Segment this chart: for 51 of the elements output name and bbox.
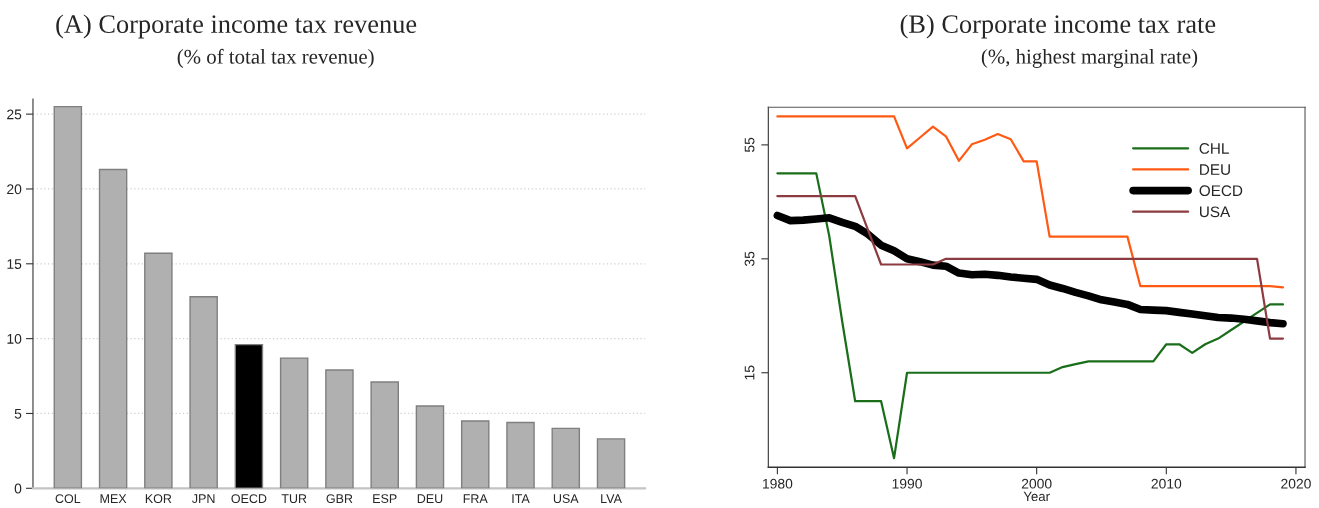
x-tick-label: 1990 [892,478,922,489]
y-tick-label: 25 [7,109,22,120]
bar [144,252,173,489]
legend-label: OECD [1199,185,1243,197]
bar [415,405,445,489]
legend-label: DEU [1200,164,1230,175]
x-tick-label: DEU [417,494,443,504]
y-tick-label: 10 [7,333,22,344]
x-tick-label: GBR [326,494,353,504]
bar [551,427,581,489]
chart-title: (B) Corporate income tax rate [900,14,1216,39]
y-tick-label: 15 [7,259,22,269]
chart-subtitle: (% of total tax revenue) [177,48,374,68]
x-tick-label: JPN [192,494,215,504]
x-tick-label: ITA [512,494,530,503]
y-tick-label: 0 [14,483,22,494]
chart-subtitle: (%, highest marginal rate) [981,48,1198,68]
x-tick-label: 1980 [763,478,793,489]
bar [279,357,309,489]
bar [189,296,218,489]
x-tick-label: 2010 [1151,478,1182,489]
bar [98,168,128,489]
x-tick-label: KOR [145,494,172,504]
bar [53,105,83,489]
x-tick-label: ESP [373,494,397,504]
y-tick-label: 20 [7,184,22,195]
x-tick-label: LVA [601,494,622,503]
bar [506,421,535,489]
y-tick-label: 15 [744,365,755,380]
x-tick-label: COL [55,494,81,504]
x-tick-label: OECD [231,494,267,504]
x-tick-label: MEX [100,494,127,503]
line-series [776,195,1285,340]
bar [596,438,626,489]
y-tick-label: 5 [14,408,22,419]
y-tick-label: 35 [744,251,755,267]
x-tick-label: FRA [463,494,488,503]
x-tick-label: USA [553,494,579,504]
y-tick-label: 55 [744,137,755,153]
x-axis-title: Year [1023,491,1050,502]
bar [460,420,490,489]
x-tick-label: 2020 [1281,478,1311,489]
bar [325,369,354,489]
x-tick-label: TUR [281,494,307,504]
bar [370,381,399,489]
x-tick-label: 2000 [1021,478,1052,489]
legend-label: USA [1200,206,1231,218]
chart-title: (A) Corporate income tax revenue [56,14,417,39]
bar [234,343,264,489]
legend-label: CHL [1199,143,1229,154]
line-series [776,115,1285,289]
